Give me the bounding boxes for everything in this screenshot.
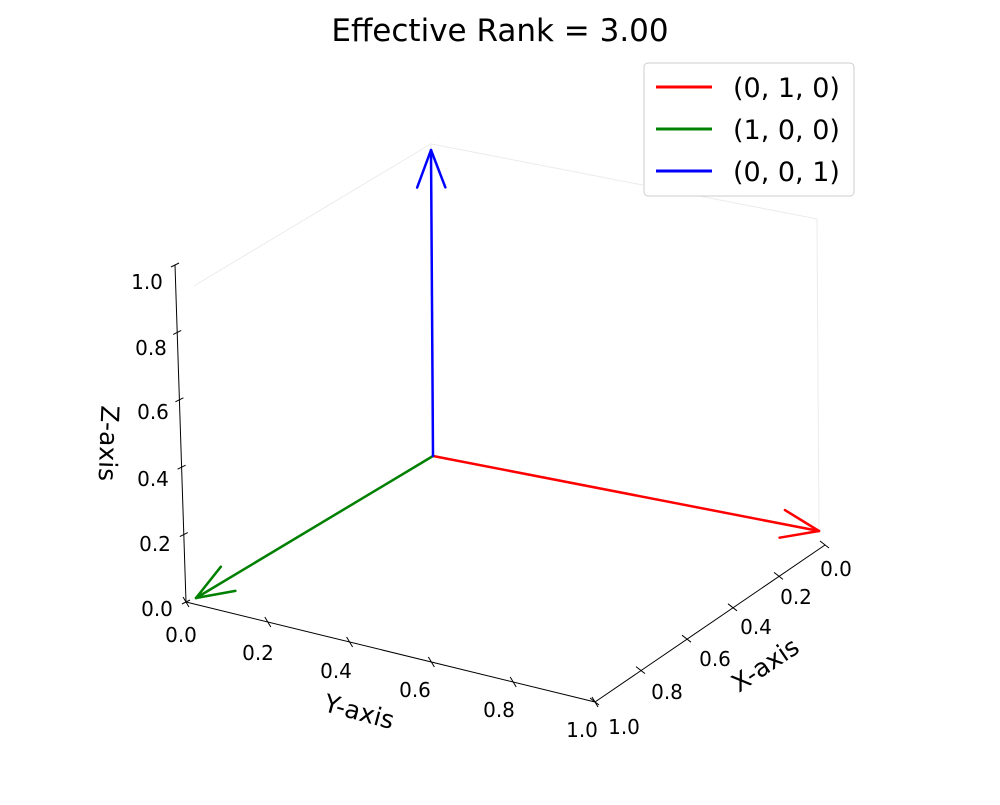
x-tick-mark: [819, 540, 830, 549]
y-tick-label: 0.6: [399, 678, 431, 702]
y-tick-label: 0.2: [242, 641, 274, 665]
y-tick-mark: [509, 676, 517, 688]
vector-arrowhead: [429, 148, 447, 189]
y-tick-mark: [427, 656, 435, 668]
y-tick-mark: [346, 636, 354, 648]
y-axis-line: [185, 601, 596, 703]
z-tick-mark: [181, 599, 191, 605]
legend-label: (1, 0, 0): [733, 115, 840, 146]
x-axis-label: X-axis: [726, 632, 804, 698]
z-tick-mark: [179, 532, 189, 538]
legend-label: (0, 1, 0): [733, 73, 840, 104]
vector-shaft: [431, 454, 821, 533]
tick-marks: 0.0 0.2 0.4 0.6 0.8 1.0 0.0 0.2 0.4 0.6 0.8 1.0 0.0 0…: [131, 262, 852, 742]
x-axis-line: [594, 544, 826, 703]
vector-arrowhead: [415, 148, 433, 189]
vector-arrow: [431, 454, 821, 539]
z-tick-label: 0.0: [141, 597, 173, 621]
z-tick-mark: [172, 329, 182, 335]
axes-panes: [193, 143, 820, 532]
z-axis-line: [174, 264, 187, 603]
x-tick-mark: [727, 603, 738, 612]
x-tick-label: 0.4: [740, 615, 772, 639]
x-tick-label: 0.0: [820, 557, 852, 581]
x-tick-mark: [681, 634, 692, 643]
z-tick-label: 0.8: [135, 336, 167, 360]
y-tick-label: 0.0: [165, 623, 197, 647]
x-tick-mark: [589, 697, 600, 706]
z-tick-mark: [177, 464, 186, 470]
x-tick-mark: [635, 666, 646, 674]
axes-lines: [174, 264, 826, 703]
vector-series: [194, 148, 821, 600]
vector-arrow: [415, 148, 447, 458]
vector-shaft: [194, 454, 435, 600]
z-tick-label: 1.0: [131, 270, 163, 294]
z-tick-mark: [170, 262, 180, 268]
legend-items: (0, 1, 0) (1, 0, 0) (0, 0, 1): [656, 73, 840, 188]
legend-box: [643, 62, 855, 197]
pane-edge: [816, 218, 820, 532]
vector-arrowhead: [194, 565, 223, 600]
pane-edge: [193, 143, 432, 287]
x-tick-label: 1.0: [608, 715, 640, 739]
vector-arrowhead: [778, 529, 821, 539]
y-tick-label: 0.4: [320, 659, 352, 683]
vector-arrowhead: [194, 589, 237, 600]
z-tick-label: 0.6: [137, 400, 169, 424]
y-tick-label: 1.0: [566, 718, 598, 742]
vector-shaft: [429, 148, 435, 458]
pane-edge: [430, 143, 818, 220]
x-tick-mark: [773, 572, 784, 580]
z-tick-label: 0.2: [139, 532, 171, 556]
y-tick-label: 0.8: [483, 698, 515, 722]
chart-title: Effective Rank = 3.00: [331, 13, 668, 49]
x-tick-label: 0.2: [780, 585, 812, 609]
z-tick-label: 0.4: [137, 467, 169, 491]
x-tick-label: 0.6: [699, 647, 731, 671]
y-tick-mark: [264, 616, 272, 628]
vector-arrowhead: [783, 508, 821, 533]
vector-arrow: [194, 454, 435, 600]
z-axis-label: Z-axis: [93, 405, 125, 482]
legend-label: (0, 0, 1): [733, 157, 840, 188]
x-tick-label: 0.8: [651, 680, 683, 704]
y-axis-label: Y-axis: [320, 688, 397, 735]
z-tick-mark: [175, 397, 184, 403]
legend: (0, 1, 0) (1, 0, 0) (0, 0, 1): [643, 62, 855, 197]
